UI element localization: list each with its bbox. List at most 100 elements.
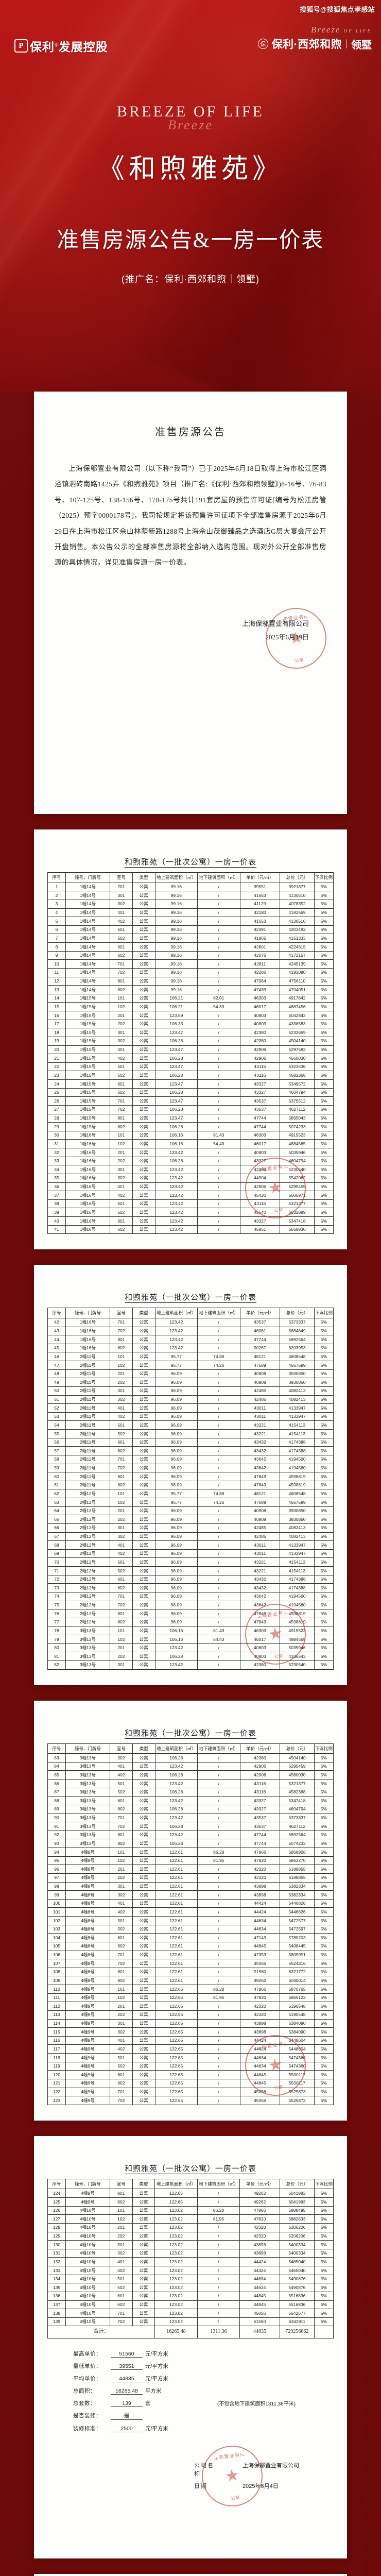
column-header: 总价（元） [280, 1308, 315, 1318]
table-cell: 120 [47, 2070, 66, 2079]
table-cell: 43327 [239, 1216, 281, 1226]
table-cell: 5% [314, 2087, 334, 2097]
table-cell: 5% [314, 1600, 334, 1610]
table-cell: 5% [314, 2309, 334, 2318]
table-cell: 102 [110, 1498, 133, 1507]
table-cell: 32 [47, 1148, 66, 1157]
table-cell: 5% [314, 2274, 334, 2284]
table-row: 104 4幢8号 601 公寓 122.61/47143 5780203 5% [47, 1933, 334, 1942]
table-cell: 5684849 [280, 1326, 315, 1336]
table-cell: / [197, 1071, 240, 1080]
table-cell: 5% [314, 1489, 334, 1498]
table-cell: 4幢8号 [65, 1882, 111, 1891]
table-cell: 54.43 [197, 1139, 240, 1148]
table-cell: 601 [110, 2070, 133, 2079]
table-cell: 5% [314, 1804, 334, 1814]
table-cell: 5% [314, 1011, 334, 1020]
table-cell: 87 [47, 1787, 66, 1797]
table-cell: / [197, 1643, 240, 1653]
table-cell: 5% [314, 1591, 334, 1601]
table-cell: 43327 [239, 1796, 281, 1805]
table-cell: / [197, 2036, 240, 2045]
table-cell: 602 [110, 1446, 133, 1455]
table-cell: 1幢15号 [65, 1054, 111, 1063]
table-cell: / [197, 951, 240, 960]
table-row: 20 1幢15号 401 公寓 123.47/42906 5297582 5% [47, 1045, 334, 1055]
brand-script-text: Breeze OF LIFE [310, 25, 372, 35]
table-cell: 公寓 [132, 1225, 155, 1234]
table-cell: 20 [47, 1045, 66, 1055]
sohu-account-tag: 搜狐号@搜狐焦点孝感站 [300, 6, 375, 13]
table-cell: 6342911 [279, 2317, 315, 2327]
table-cell: 5% [314, 934, 334, 943]
table-cell: 公寓 [132, 1890, 155, 1900]
table-cell: 123.42 [154, 1148, 198, 1157]
table-row: 117 4幢9号 402 公寓 122.65/44424 5448604 5% [47, 2044, 334, 2054]
table-cell: 3幢13号 [65, 1635, 111, 1644]
table-cell: 5% [314, 1343, 334, 1353]
table-cell: 122.65 [154, 2189, 198, 2198]
table-row: 77 2幢12号 802 公寓 96.09/47849 4598819 5% [47, 1617, 334, 1627]
table-row: 12 1幢14号 801 公寓 99.16/47964 4756110 5% [47, 976, 334, 986]
table-cell: 4幢9号 [65, 1985, 111, 1994]
table-cell: 5074233 [280, 1839, 315, 1848]
table-row: 13 1幢14号 802 公寓 99.16/47439 4704051 5% [47, 985, 334, 994]
table-cell: 5% [314, 1463, 334, 1473]
table-cell: 5206206 [279, 2231, 315, 2241]
table-cell: 4幢10号 [65, 2231, 110, 2241]
table-cell: 111 [47, 1993, 66, 2003]
table-cell: 公寓 [132, 1865, 155, 1874]
table-cell: 5892564 [280, 1335, 315, 1344]
poly-mark-icon: P [14, 39, 28, 53]
table-cell: 5% [314, 993, 334, 1003]
table-cell: 4582368 [280, 1071, 315, 1080]
table-cell: 公寓 [132, 1574, 155, 1584]
table-cell: 5% [314, 1326, 334, 1336]
table-cell: 15 [47, 1002, 66, 1011]
total-below-area: 1311.36 [197, 2326, 240, 2338]
table-cell: 公寓 [132, 1429, 155, 1438]
table-cell: 4915523 [280, 1130, 315, 1140]
table-cell: 6041983 [279, 2197, 315, 2207]
table-cell: 74.88 [197, 1489, 240, 1498]
table-cell: 5% [314, 1165, 334, 1174]
table-row: 4 1幢14号 401 公寓 99.16/42180 4182569 5% [47, 908, 334, 918]
table-row: 100 4幢8号 401 公寓 122.61/44424 5446826 5% [47, 1899, 334, 1908]
table-cell: 5% [314, 959, 334, 969]
table-cell: / [197, 1395, 240, 1404]
table-cell: 公寓 [132, 1959, 155, 1968]
table-cell: 45 [47, 1343, 66, 1353]
table-row: 76 2幢12号 801 公寓 96.09/47849 4598819 5% [47, 1609, 334, 1618]
table-row: 121 4幢9号 602 公寓 122.65/44845 5500117 5% [47, 2078, 334, 2088]
table-cell: / [197, 1480, 240, 1490]
table-cell: 5% [314, 899, 334, 909]
table-cell: 5% [314, 1770, 334, 1780]
table-cell: 4598819 [280, 1609, 315, 1618]
table-cell: 公寓 [132, 1626, 155, 1635]
table-row: 30 1幢16号 101 公寓 106.16 81.43 46303 4915523 5% [47, 1130, 334, 1140]
table-cell: 公寓 [132, 1054, 155, 1063]
table-cell: 502 [110, 1787, 133, 1797]
table-cell: 77 [47, 1617, 66, 1627]
table-cell: 5323536 [280, 1062, 315, 1072]
table-cell: 5658930 [280, 1225, 315, 1234]
table-cell: 公寓 [132, 1489, 155, 1498]
table-cell: 46017 [239, 1635, 281, 1644]
table-cell: 5% [314, 1429, 334, 1438]
table-cell: 96.09 [154, 1540, 198, 1550]
table-cell: 123.42 [154, 1216, 198, 1226]
table-row: 1 1幢14号 201 公寓 99.16/39551 3921877 5% [47, 882, 334, 892]
table-cell: 46 [47, 1352, 66, 1361]
table-cell: 公寓 [132, 1045, 155, 1055]
table-cell: 4130510 [280, 891, 315, 900]
table-cell: / [197, 1515, 240, 1524]
table-cell: 601 [110, 1933, 133, 1942]
table-cell: 123.02 [154, 2317, 198, 2327]
table-cell: 4194560 [280, 1454, 315, 1464]
table-cell: / [197, 2044, 240, 2054]
table-cell: / [197, 1028, 240, 1037]
table-cell: / [197, 1113, 240, 1123]
table-cell: 5% [314, 1403, 334, 1413]
table-cell: 4幢8号 [65, 1865, 111, 1874]
table-cell: 4幢8号 [65, 1941, 111, 1951]
